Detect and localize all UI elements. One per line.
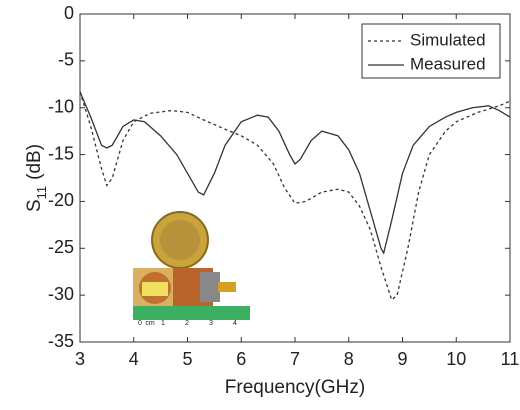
x-tick-label: 6 [236, 349, 246, 369]
connector [200, 272, 220, 302]
ruler-label: 1 [161, 320, 165, 327]
legend-label: Measured [410, 54, 486, 73]
y-label-main: S [24, 199, 45, 212]
series-line [79, 91, 511, 301]
patch-slot [142, 282, 168, 296]
y-tick-label: -15 [48, 143, 74, 163]
legend-label: Simulated [410, 30, 486, 49]
ruler-label: 4 [233, 320, 237, 327]
x-axis-label: Frequency(GHz) [225, 377, 365, 398]
x-tick-label: 10 [446, 349, 466, 369]
x-tick-label: 11 [501, 349, 520, 369]
x-tick-label: 3 [75, 349, 85, 369]
sma [218, 282, 236, 292]
x-tick-label: 7 [290, 349, 300, 369]
x-tick-label: 5 [182, 349, 192, 369]
ruler-label: 2 [185, 320, 189, 327]
plot-frame [79, 13, 511, 343]
ruler [133, 306, 250, 320]
ruler-label: cm [145, 320, 155, 327]
x-tick-label: 4 [129, 349, 139, 369]
ruler-label: 3 [209, 320, 213, 327]
x-tick-label: 8 [344, 349, 354, 369]
y-label-sub: 11 [34, 186, 49, 200]
y-tick-label: 0 [64, 3, 74, 23]
series-line [79, 91, 511, 255]
y-axis-label: S11 (dB) [24, 144, 49, 212]
x-tick-label: 9 [397, 349, 407, 369]
ruler-labels: 0 cm 1 2 3 4 [138, 320, 237, 327]
y-tick-label: -30 [48, 284, 74, 304]
y-label-unit: (dB) [24, 144, 45, 180]
coin-face [160, 220, 200, 260]
ruler-label: 0 [138, 320, 142, 327]
y-tick-label: -35 [48, 331, 74, 351]
y-tick-label: -10 [48, 96, 74, 116]
inset-photo: 0 cm 1 2 3 4 [133, 211, 250, 327]
y-tick-label: -20 [48, 190, 74, 210]
legend-box [361, 23, 501, 79]
y-tick-label: -25 [48, 237, 74, 257]
y-tick-label: -5 [58, 50, 74, 70]
plot: 3 4 5 6 7 8 9 10 110-5-10-15-20-25-30-35 [48, 3, 519, 369]
